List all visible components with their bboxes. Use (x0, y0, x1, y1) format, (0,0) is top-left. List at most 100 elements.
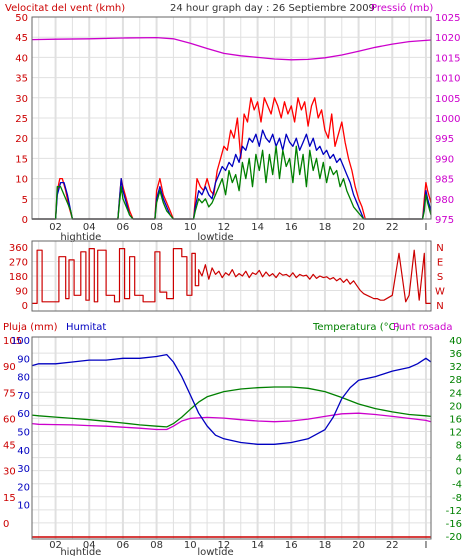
temp-x-tick-label: 06 (117, 540, 130, 551)
direction-panel-frame (31, 240, 432, 312)
pressure-tick-label: 1025 (435, 13, 460, 24)
rain-tick-label: 75 (3, 388, 16, 399)
temperature-tick-label: -4 (452, 480, 462, 491)
humidity-line (31, 353, 432, 445)
temp-tide-label: hightide (60, 547, 101, 556)
temperature-line (31, 386, 432, 428)
wind-tide-label: hightide (60, 232, 101, 243)
wind-x-tick-label: 18 (319, 222, 332, 233)
wind-direction-line (32, 248, 431, 304)
direction-tick-label: 360 (9, 243, 28, 254)
pressure-title: Pressió (mb) (371, 2, 433, 14)
humidity-axis: 10 20 30 40 50 60 70 80 90 100 (11, 336, 30, 512)
direction-series (32, 248, 431, 304)
temperature-tick-label: 0 (456, 467, 462, 478)
temperature-tick-label: 28 (449, 375, 462, 386)
wind-avg-line (32, 145, 432, 220)
direction-tick-label: 0 (22, 301, 28, 312)
wind-title: Velocitat del vent (kmh) (5, 3, 125, 14)
humidity-tick-label: 60 (17, 409, 30, 420)
direction-tick-label: 90 (15, 287, 28, 298)
pressure-tick-label: 985 (435, 175, 454, 186)
humidity-tick-label: 20 (17, 482, 30, 493)
date-title: 24 hour graph day : 26 Septiembre 2009 (170, 3, 375, 14)
temperature-tick-label: 12 (449, 427, 462, 438)
wind-pressure-series (31, 36, 432, 220)
direction-tick-label: 180 (9, 272, 28, 283)
temperature-tick-label: 8 (456, 441, 462, 452)
pressure-line (31, 36, 432, 61)
wind-x-tick-label: 16 (285, 222, 298, 233)
temp-humidity-grid (32, 337, 431, 539)
wind-gust-line (32, 97, 432, 220)
temp-humidity-panel-frame (31, 336, 432, 540)
temperature-title: Temperatura (°C) (312, 322, 400, 333)
humidity-title: Humitat (66, 322, 106, 333)
temp-x-tick-label: 22 (386, 540, 399, 551)
pressure-tick-label: 990 (435, 154, 454, 165)
wind-tick-label: 15 (15, 154, 28, 165)
wind-speed-axis: 0 5 10 15 20 25 30 35 40 45 50 (15, 13, 28, 226)
temperature-tick-label: 32 (449, 362, 462, 373)
pressure-tick-label: 980 (435, 195, 454, 206)
temperature-axis: -20 -16 -12 -8 -4 0 4 8 12 16 20 24 28 32 36 40 (446, 336, 462, 543)
wind-x-tick-label: 04 (83, 222, 96, 233)
temp-x-tick-label: 08 (150, 540, 163, 551)
direction-grid (32, 241, 431, 311)
temperature-tick-label: -8 (452, 493, 462, 504)
wind-x-tick-label: 02 (49, 222, 62, 233)
temp-x-tick-label: 12 (218, 540, 231, 551)
compass-tick-label: S (437, 272, 443, 283)
temperature-tick-label: -20 (446, 532, 462, 543)
temp-humidity-series (31, 353, 432, 538)
humidity-tick-label: 50 (17, 428, 30, 439)
temperature-tick-label: 40 (449, 336, 462, 347)
direction-tick-label: 270 (9, 258, 28, 269)
wind-tick-label: 10 (15, 175, 28, 186)
pressure-tick-label: 1020 (435, 33, 460, 44)
dewpoint-line (31, 412, 432, 431)
wind-x-tick-label: I (424, 222, 427, 233)
temperature-tick-label: -12 (446, 506, 462, 517)
temp-x-tick-label: 10 (184, 540, 197, 551)
humidity-tick-label: 80 (17, 373, 30, 384)
pressure-axis: 975 980 985 990 995 1000 1005 1010 1015 1020 1025 (435, 13, 460, 226)
wind-tick-label: 50 (15, 13, 28, 24)
temp-x-tick-label: 14 (251, 540, 264, 551)
wind-pressure-panel-frame (31, 16, 432, 220)
temp-tide-label: lowtide (197, 547, 233, 556)
wind-x-tick-label: 12 (218, 222, 231, 233)
temperature-tick-label: 16 (449, 414, 462, 425)
wind-x-tick-label: 08 (150, 222, 163, 233)
wind-x-tick-label: 10 (184, 222, 197, 233)
direction-degree-axis: 0 90 180 270 360 (9, 243, 28, 312)
rain-tick-label: 15 (3, 493, 16, 504)
rain-tick-label: 105 (3, 336, 22, 347)
wind-tick-label: 0 (22, 215, 28, 226)
wind-tick-label: 35 (15, 74, 28, 85)
rain-tick-label: 90 (3, 362, 16, 373)
humidity-tick-label: 10 (17, 501, 30, 512)
pressure-tick-label: 1010 (435, 74, 460, 85)
temp-x-tick-label: 04 (83, 540, 96, 551)
wind-x-tick-label: 14 (251, 222, 264, 233)
humidity-tick-label: 40 (17, 446, 30, 457)
rain-tick-label: 30 (3, 467, 16, 478)
rain-tick-label: 0 (3, 519, 9, 530)
dewpoint-title: Punt rosada (393, 322, 452, 333)
humidity-tick-label: 100 (11, 336, 30, 347)
wind-x-tick-label: 06 (117, 222, 130, 233)
wind-tick-label: 45 (15, 33, 28, 44)
pressure-tick-label: 1015 (435, 53, 460, 64)
rain-tick-label: 60 (3, 414, 16, 425)
temp-x-tick-label: 20 (352, 540, 365, 551)
rain-title: Pluja (mm) (3, 322, 58, 333)
temp-x-tick-label: 02 (49, 540, 62, 551)
pressure-tick-label: 1000 (435, 114, 460, 125)
pressure-tick-label: 1005 (435, 94, 460, 105)
wind-tick-label: 25 (15, 114, 28, 125)
